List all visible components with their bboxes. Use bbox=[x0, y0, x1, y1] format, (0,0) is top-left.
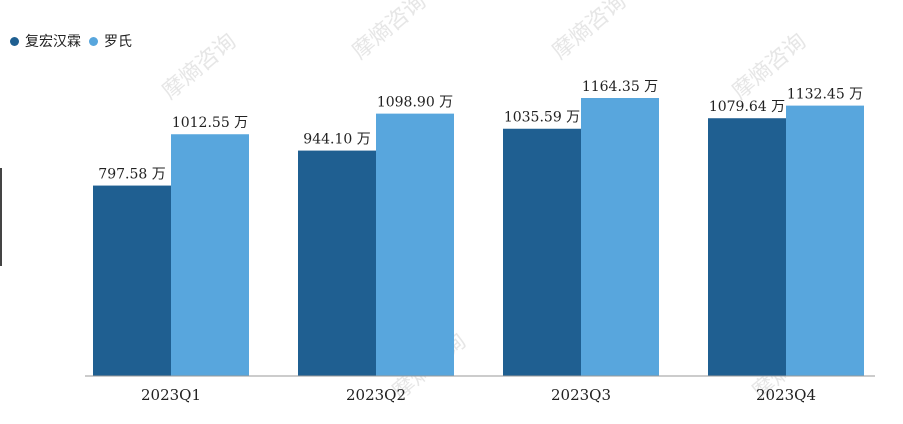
value-label-2023Q4-series-0: 1079.64 万 bbox=[709, 99, 785, 115]
watermark-text: 摩熵咨询 bbox=[548, 0, 631, 65]
legend-label-roche: 罗氏 bbox=[104, 34, 132, 50]
x-tick-label-2023Q1: 2023Q1 bbox=[141, 386, 201, 404]
bar-2023Q1-series-0 bbox=[93, 185, 171, 376]
x-tick-label-2023Q3: 2023Q3 bbox=[551, 386, 611, 404]
watermark-text: 摩熵咨询 bbox=[348, 0, 431, 65]
value-labels-layer: 797.58 万 1012.55 万 944.10 万 1098.90 万 1035.5… bbox=[98, 79, 863, 183]
bar-2023Q4-series-1 bbox=[786, 105, 864, 376]
value-label-2023Q1-series-1: 1012.55 万 bbox=[172, 115, 248, 131]
bar-2023Q2-series-1 bbox=[376, 113, 454, 376]
x-tick-label-2023Q4: 2023Q4 bbox=[756, 386, 816, 404]
legend-item-roche: 罗氏 bbox=[89, 31, 132, 51]
legend-swatch-fuhong bbox=[10, 36, 19, 46]
legend-label-fuhong: 复宏汉霖 bbox=[25, 34, 81, 50]
watermark-text: 摩熵咨询 bbox=[158, 29, 241, 105]
legend-item-fuhong: 复宏汉霖 bbox=[10, 31, 81, 51]
bar-2023Q1-series-1 bbox=[171, 134, 249, 376]
value-label-2023Q1-series-0: 797.58 万 bbox=[98, 167, 165, 183]
x-tick-labels-layer: 2023Q1 2023Q2 2023Q3 2023Q4 bbox=[141, 386, 816, 404]
bar-2023Q2-series-0 bbox=[298, 150, 376, 376]
x-tick-label-2023Q2: 2023Q2 bbox=[346, 386, 406, 404]
legend: 复宏汉霖 罗氏 bbox=[10, 31, 140, 51]
value-label-2023Q2-series-1: 1098.90 万 bbox=[377, 95, 453, 111]
bar-2023Q3-series-1 bbox=[581, 98, 659, 376]
legend-swatch-roche bbox=[89, 36, 98, 46]
value-label-2023Q2-series-0: 944.10 万 bbox=[303, 132, 370, 148]
value-label-2023Q3-series-0: 1035.59 万 bbox=[504, 110, 580, 126]
bars-layer bbox=[93, 98, 864, 376]
value-label-2023Q4-series-1: 1132.45 万 bbox=[787, 87, 863, 103]
value-label-2023Q3-series-1: 1164.35 万 bbox=[582, 79, 658, 95]
bar-2023Q3-series-0 bbox=[503, 128, 581, 376]
left-edge-mark bbox=[0, 168, 2, 266]
bar-2023Q4-series-0 bbox=[708, 118, 786, 376]
